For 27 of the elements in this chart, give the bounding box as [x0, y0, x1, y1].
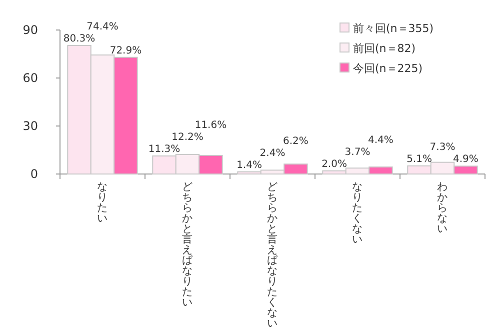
- x-tick-label: わからない: [437, 181, 448, 235]
- data-label: 4.4%: [368, 134, 394, 146]
- data-label: 2.4%: [260, 148, 286, 159]
- legend-label: 前回(n＝82): [353, 42, 416, 55]
- data-label: 11.3%: [148, 144, 180, 155]
- y-tick-label: 30: [22, 119, 38, 134]
- data-label: 2.0%: [322, 158, 347, 170]
- data-label: 12.2%: [172, 132, 204, 143]
- data-label: 1.4%: [236, 160, 262, 171]
- category-label: どちらかと言えばなりたい: [182, 181, 193, 308]
- data-label: 74.4%: [86, 22, 118, 33]
- data-label: 6.2%: [283, 136, 308, 147]
- data-label: 3.7%: [344, 146, 370, 158]
- y-tick-label: 60: [22, 71, 38, 86]
- x-tick-label: なりたい: [97, 181, 108, 224]
- y-tick-label: 0: [30, 167, 38, 182]
- legend-label: 前々回(n＝355): [353, 22, 434, 35]
- legend-label: 今回(n＝225): [353, 62, 423, 75]
- data-label: 4.9%: [453, 154, 478, 166]
- data-label: 11.6%: [194, 120, 227, 131]
- data-label: 80.3%: [63, 34, 96, 45]
- data-label: 7.3%: [430, 142, 456, 153]
- x-tick-label: なりたくない: [352, 181, 363, 246]
- data-label: 5.1%: [406, 154, 432, 165]
- data-label: 72.9%: [110, 45, 142, 56]
- y-tick-label: 90: [22, 23, 38, 38]
- category-label: どちらかと言えばなりたくない: [267, 181, 278, 330]
